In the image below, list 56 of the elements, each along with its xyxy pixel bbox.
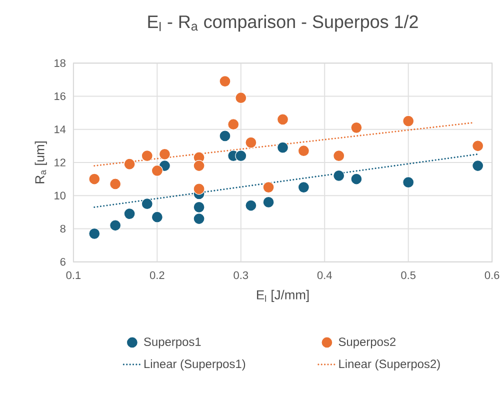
x-tick-label: 0.4: [317, 272, 332, 280]
point: [333, 170, 345, 182]
legend-label: Linear (Superpos1): [144, 360, 246, 371]
point: [262, 196, 274, 208]
point: [151, 212, 163, 224]
point: [88, 228, 100, 240]
point: [219, 130, 231, 142]
y-tick-label: 8: [60, 225, 66, 233]
point: [350, 122, 362, 134]
point: [193, 183, 205, 195]
y-tick-label: 14: [54, 126, 66, 134]
point: [235, 92, 247, 104]
point: [219, 76, 231, 88]
point: [110, 220, 122, 232]
x-tick-label: 0.2: [150, 272, 164, 280]
point: [193, 160, 205, 172]
legend-label: Linear (Superpos2): [339, 360, 440, 371]
x-tick-label: 0.3: [234, 272, 248, 280]
point: [350, 173, 362, 185]
y-tick-label: 16: [54, 92, 66, 100]
point: [124, 208, 136, 220]
point: [235, 150, 247, 162]
point: [141, 150, 153, 162]
point: [262, 182, 274, 194]
point: [298, 182, 310, 194]
x-tick-label: 0.5: [401, 272, 416, 280]
point: [151, 165, 163, 177]
y-tick-label: 10: [54, 192, 66, 200]
point: [193, 213, 205, 225]
point: [298, 145, 310, 157]
point: [333, 150, 345, 162]
point: [472, 160, 484, 172]
y-tick-label: 12: [54, 158, 66, 166]
y-tick-label: 6: [60, 258, 66, 266]
chart-title: E$_{l}$ - R$_{a}$ comparison - Superpos 1/2: [148, 15, 418, 32]
point: [276, 142, 289, 154]
x-tick-label: 0.1: [66, 272, 81, 280]
legend-label: Superpos1: [144, 338, 201, 349]
y-axis-title: R$_{a}$ [um]: [34, 142, 47, 184]
y-tick-label: 18: [54, 59, 66, 68]
point: [110, 178, 122, 190]
point: [88, 173, 100, 185]
point: [245, 200, 257, 212]
x-axis-title: E$_{l}$ [J/mm]: [257, 290, 309, 302]
point: [276, 114, 289, 126]
point: [124, 158, 136, 170]
point: [402, 176, 414, 188]
legend-label: Superpos2: [338, 338, 396, 349]
x-tick-label: 0.6: [484, 272, 500, 280]
point: [228, 118, 240, 130]
point: [141, 198, 153, 210]
point: [245, 136, 257, 149]
point: [402, 115, 414, 128]
point: [193, 202, 205, 214]
point: [158, 148, 170, 160]
point: [472, 140, 484, 152]
